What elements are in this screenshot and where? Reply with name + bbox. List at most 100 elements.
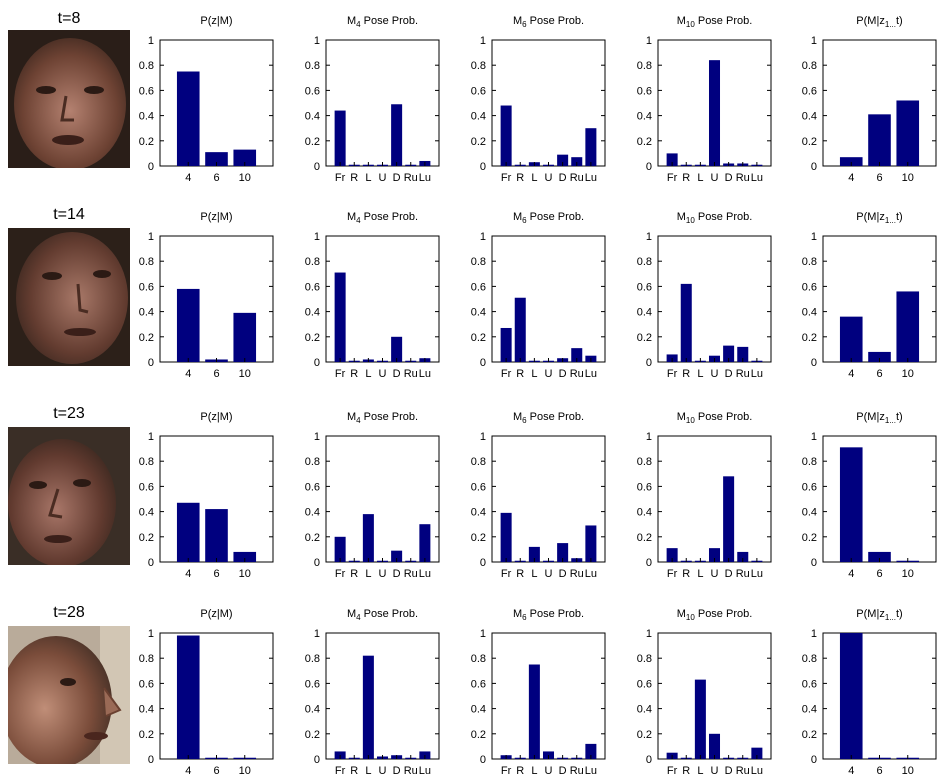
bar	[233, 149, 257, 166]
y-tick-label: 1	[148, 231, 154, 243]
y-tick-label: 0.6	[471, 678, 486, 690]
x-tick-label: R	[682, 568, 690, 580]
x-tick-label: D	[559, 765, 567, 776]
y-tick-label: 0	[646, 357, 652, 369]
y-tick-label: 0	[811, 357, 817, 369]
y-tick-label: 0.8	[471, 456, 486, 468]
y-tick-label: 0.4	[139, 111, 154, 123]
y-tick-label: 1	[480, 35, 486, 47]
y-tick-label: 0.8	[802, 256, 817, 268]
bar	[334, 536, 346, 562]
x-tick-label: U	[545, 172, 553, 184]
x-tick-label: Ru	[570, 368, 584, 380]
y-tick-label: 0.6	[139, 85, 154, 97]
y-tick-label: 0.6	[802, 85, 817, 97]
y-tick-label: 0.2	[471, 136, 486, 148]
y-tick-label: 0.2	[305, 532, 320, 544]
y-tick-label: 0.4	[471, 111, 486, 123]
y-tick-label: 0.4	[637, 507, 652, 519]
x-tick-label: L	[531, 568, 537, 580]
y-tick-label: 0.4	[637, 307, 652, 319]
y-tick-label: 0.8	[471, 256, 486, 268]
x-tick-label: 4	[185, 765, 191, 776]
y-tick-label: 0	[480, 161, 486, 173]
chart-title: P(M|z1...t)	[856, 15, 902, 29]
x-tick-label: Fr	[501, 172, 512, 184]
x-tick-label: L	[697, 568, 703, 580]
chart-title: M4 Pose Prob.	[347, 15, 418, 29]
y-tick-label: 0.8	[802, 653, 817, 665]
y-tick-label: 0.4	[305, 704, 320, 716]
bar	[233, 312, 257, 362]
x-tick-label: 4	[848, 368, 854, 380]
y-tick-label: 1	[148, 628, 154, 640]
bar-chart: M6 Pose Prob. 0 0.2 0.4 0.6 0.8 1 Fr R L U D Ru Lu	[471, 15, 606, 184]
x-tick-label: 10	[902, 368, 914, 380]
y-tick-label: 0	[480, 557, 486, 569]
y-tick-label: 0.2	[305, 729, 320, 741]
x-tick-label: 6	[876, 368, 882, 380]
x-tick-label: Ru	[736, 172, 750, 184]
chart-title: M4 Pose Prob.	[347, 411, 418, 425]
y-tick-label: 0.6	[305, 481, 320, 493]
bar-chart: M4 Pose Prob. 0 0.2 0.4 0.6 0.8 1 Fr R L U D Ru Lu	[305, 411, 440, 580]
bar	[557, 154, 569, 166]
x-tick-label: R	[682, 172, 690, 184]
x-tick-label: U	[379, 368, 387, 380]
x-tick-label: U	[711, 765, 719, 776]
bar	[723, 476, 735, 562]
y-tick-label: 0.8	[305, 653, 320, 665]
x-tick-label: U	[545, 368, 553, 380]
y-tick-label: 0.2	[637, 532, 652, 544]
bar-chart: M6 Pose Prob. 0 0.2 0.4 0.6 0.8 1 Fr R L U D Ru Lu	[471, 608, 606, 776]
y-tick-label: 0	[811, 557, 817, 569]
x-tick-label: D	[559, 172, 567, 184]
x-tick-label: L	[365, 172, 371, 184]
face-photo-icon	[8, 30, 130, 168]
chart-title: P(z|M)	[200, 211, 232, 223]
x-tick-label: Lu	[419, 765, 431, 776]
y-tick-label: 0.6	[471, 481, 486, 493]
x-tick-label: U	[379, 172, 387, 184]
x-tick-label: R	[516, 568, 524, 580]
x-tick-label: Ru	[736, 568, 750, 580]
x-tick-label: 10	[239, 172, 251, 184]
x-tick-label: U	[545, 765, 553, 776]
y-tick-label: 1	[314, 231, 320, 243]
x-tick-label: D	[725, 765, 733, 776]
bar	[723, 345, 735, 362]
x-tick-label: L	[697, 765, 703, 776]
y-tick-label: 0	[148, 357, 154, 369]
bar	[334, 110, 346, 166]
x-tick-label: 6	[876, 568, 882, 580]
x-tick-label: U	[545, 568, 553, 580]
y-tick-label: 1	[646, 628, 652, 640]
bar	[737, 346, 749, 362]
bar-chart: M4 Pose Prob. 0 0.2 0.4 0.6 0.8 1 Fr R L U D Ru Lu	[305, 608, 440, 776]
y-tick-label: 0.8	[305, 456, 320, 468]
bar-chart: P(M|z1...t) 0 0.2 0.4 0.6 0.8 1 4 6 10	[802, 211, 937, 380]
x-tick-label: L	[531, 765, 537, 776]
y-tick-label: 0.8	[305, 60, 320, 72]
chart-title: P(M|z1...t)	[856, 411, 902, 425]
bar	[751, 747, 763, 759]
bar-chart: P(z|M) 0 0.2 0.4 0.6 0.8 1 4 6 10	[139, 608, 274, 776]
chart-title: M6 Pose Prob.	[513, 608, 584, 622]
bar	[585, 743, 597, 759]
x-tick-label: R	[350, 765, 358, 776]
x-tick-label: L	[531, 368, 537, 380]
y-tick-label: 0.6	[305, 85, 320, 97]
y-tick-label: 0	[314, 161, 320, 173]
y-tick-label: 0.4	[471, 507, 486, 519]
bar-chart: M10 Pose Prob. 0 0.2 0.4 0.6 0.8 1 Fr R L U D Ru Lu	[637, 411, 772, 580]
x-tick-label: L	[697, 368, 703, 380]
bar	[176, 502, 200, 562]
y-tick-label: 0	[314, 754, 320, 766]
y-tick-label: 0.2	[637, 332, 652, 344]
bar	[839, 633, 863, 759]
x-tick-label: Ru	[404, 172, 418, 184]
y-tick-label: 0.4	[139, 307, 154, 319]
chart-title: M6 Pose Prob.	[513, 411, 584, 425]
chart-title: M4 Pose Prob.	[347, 608, 418, 622]
